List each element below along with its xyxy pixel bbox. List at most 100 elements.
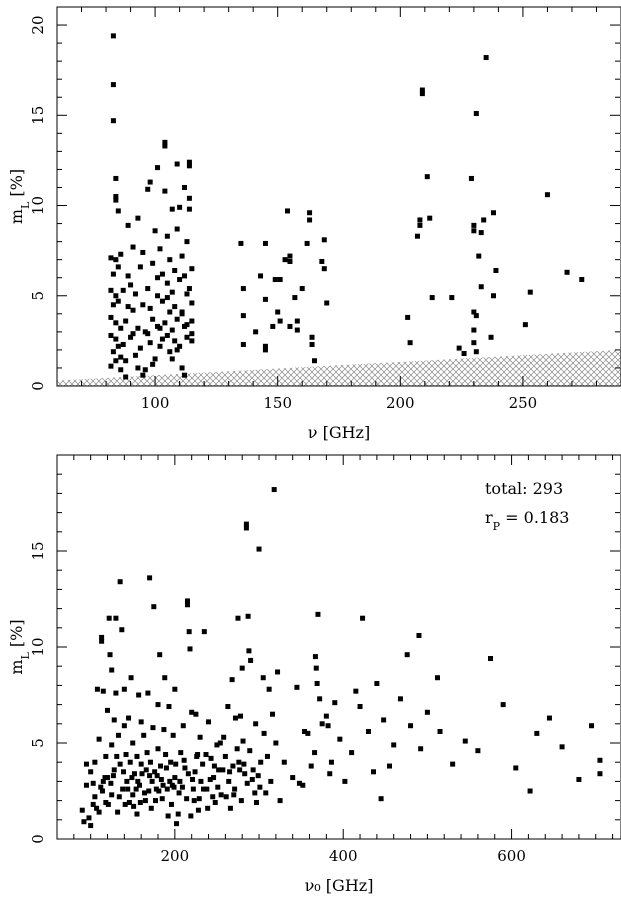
data-point: [164, 332, 170, 338]
data-point: [253, 329, 259, 335]
data-point: [125, 304, 131, 310]
data-point: [126, 800, 132, 806]
data-point: [221, 734, 227, 740]
y-axis-title: mL [%]: [7, 169, 32, 224]
data-point: [220, 767, 226, 773]
data-point: [308, 763, 314, 769]
data-point: [177, 204, 183, 210]
data-point: [115, 343, 121, 349]
data-point: [160, 782, 166, 788]
data-point: [132, 352, 138, 358]
data-point: [140, 302, 146, 308]
data-point: [253, 721, 259, 727]
data-point: [108, 363, 114, 369]
data-point: [493, 267, 499, 273]
data-point: [144, 750, 150, 756]
data-point: [188, 813, 194, 819]
data-point: [182, 184, 188, 190]
data-point: [462, 738, 468, 744]
data-point: [121, 686, 127, 692]
data-point: [145, 286, 151, 292]
data-point: [184, 291, 190, 297]
data-point: [301, 728, 307, 734]
data-point: [172, 304, 178, 310]
data-point: [110, 271, 116, 277]
data-point: [157, 246, 163, 252]
data-point: [296, 780, 302, 786]
data-point: [113, 293, 119, 299]
data-point: [262, 296, 268, 302]
data-point: [110, 773, 116, 779]
data-point: [177, 343, 183, 349]
data-point: [99, 788, 105, 794]
data-point: [172, 338, 178, 344]
data-point: [319, 721, 325, 727]
data-point: [155, 293, 161, 299]
data-point: [294, 327, 300, 333]
data-point: [272, 277, 278, 283]
data-point: [285, 208, 291, 214]
data-point: [152, 769, 158, 775]
data-point: [99, 638, 105, 644]
data-point: [98, 784, 104, 790]
data-point: [145, 186, 151, 192]
data-point: [238, 713, 244, 719]
data-point: [387, 763, 393, 769]
data-point: [108, 780, 114, 786]
data-point: [162, 143, 168, 149]
data-point: [192, 769, 198, 775]
data-point: [184, 796, 190, 802]
data-point: [123, 752, 129, 758]
data-point: [546, 715, 552, 721]
data-point: [177, 778, 183, 784]
data-point: [149, 778, 155, 784]
data-point: [123, 374, 129, 380]
data-point: [132, 291, 138, 297]
data-point: [174, 161, 180, 167]
data-point: [105, 775, 111, 781]
data-point: [147, 575, 153, 581]
data-point: [135, 778, 141, 784]
data-point: [152, 228, 158, 234]
data-point: [195, 752, 201, 758]
x-tick-label: 400: [329, 847, 358, 865]
data-point: [248, 657, 254, 663]
data-point: [110, 118, 116, 124]
data-point: [158, 776, 164, 782]
data-point: [135, 365, 141, 371]
data-point: [115, 298, 121, 304]
data-point: [264, 753, 270, 759]
data-point: [200, 761, 206, 767]
data-point: [155, 746, 161, 752]
data-point: [125, 222, 131, 228]
data-point: [147, 340, 153, 346]
data-point: [476, 253, 482, 259]
data-point: [246, 648, 252, 654]
data-point: [164, 280, 170, 286]
data-point: [179, 784, 185, 790]
data-point: [223, 794, 229, 800]
data-point: [119, 627, 125, 633]
x-tick-label: 100: [141, 394, 170, 412]
data-point: [113, 257, 119, 263]
data-point: [172, 267, 178, 273]
data-point: [488, 656, 494, 662]
data-point: [198, 778, 204, 784]
data-point: [159, 336, 165, 342]
data-point: [159, 271, 165, 277]
data-point: [471, 340, 477, 346]
data-point: [177, 277, 183, 283]
data-point: [120, 341, 126, 347]
data-point: [81, 819, 87, 825]
data-point: [243, 521, 249, 527]
data-point: [424, 709, 430, 715]
data-point: [174, 316, 180, 322]
data-point: [475, 748, 481, 754]
data-point: [169, 356, 175, 362]
data-point: [226, 778, 232, 784]
data-point: [145, 331, 151, 337]
x-tick-label: 200: [161, 847, 190, 865]
data-point: [168, 801, 174, 807]
data-point: [113, 194, 119, 199]
data-point: [90, 780, 96, 786]
